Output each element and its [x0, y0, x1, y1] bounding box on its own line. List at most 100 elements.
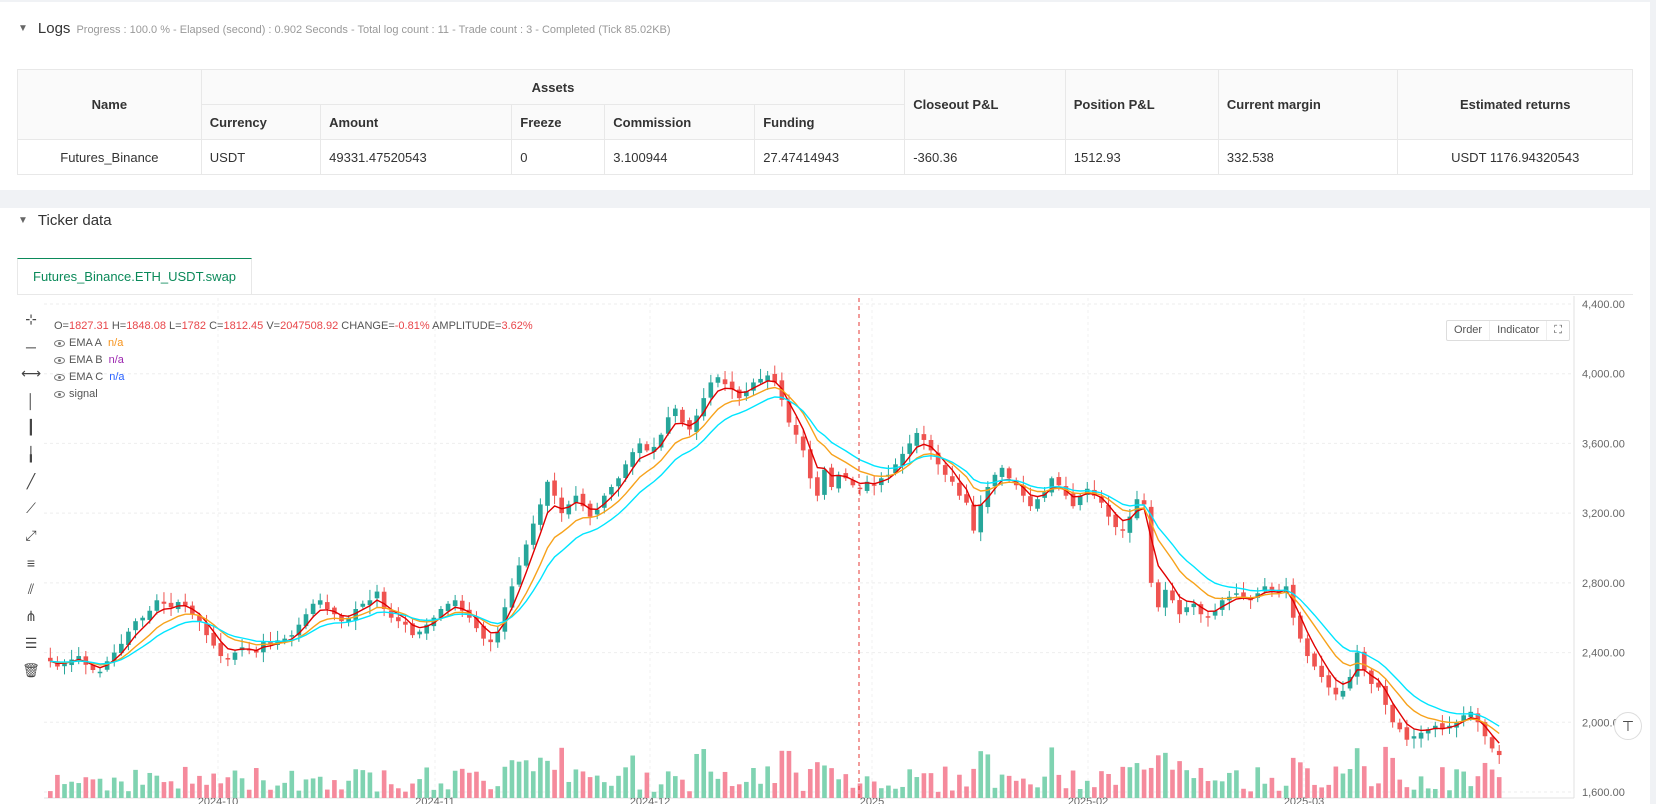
volume-bar: [1077, 789, 1083, 798]
fib-levels-icon[interactable]: ☰: [24, 635, 38, 651]
horizontal-ray-icon[interactable]: ⟷: [20, 365, 42, 381]
candle-body: [566, 504, 572, 515]
legend-ema-a[interactable]: EMA A n/a: [54, 337, 123, 349]
candle-body: [275, 640, 280, 646]
candle-body: [1496, 750, 1502, 756]
legend-signal[interactable]: signal: [54, 388, 98, 400]
candle-body: [1170, 590, 1175, 601]
scroll-top-button[interactable]: ⊤: [1614, 712, 1642, 740]
eye-icon[interactable]: [54, 339, 65, 347]
y-tick-label: 1,600.00: [1582, 787, 1625, 799]
candle-body: [1411, 736, 1417, 739]
candle-body: [530, 523, 536, 545]
tab-eth-usdt-swap[interactable]: Futures_Binance.ETH_USDT.swap: [17, 258, 253, 294]
parallel-channel-icon[interactable]: ⫽: [27, 581, 35, 597]
volume-bar: [985, 754, 991, 798]
col-commission: Commission: [604, 104, 756, 140]
candle-body: [452, 600, 458, 607]
volume-bar: [1432, 788, 1438, 798]
vertical-line-icon[interactable]: │: [26, 392, 36, 409]
fullscreen-icon[interactable]: ⛶: [1554, 324, 1562, 336]
volume-bar: [1028, 784, 1033, 798]
x-tick-label: 2025-03: [1284, 796, 1324, 804]
logs-header[interactable]: ▼ Logs Progress : 100.0 % - Elapsed (sec…: [18, 20, 671, 37]
candle-body: [502, 607, 508, 632]
candle-body: [324, 602, 330, 609]
candle-body: [1219, 600, 1225, 610]
candle-body: [403, 621, 408, 625]
horizontal-line-icon[interactable]: ─: [26, 338, 36, 355]
candle-body: [1369, 670, 1374, 684]
candlestick-chart[interactable]: 1,600.002,000.002,400.002,800.003,200.00…: [0, 208, 1650, 804]
volume-bar: [268, 789, 273, 798]
ray-line-icon[interactable]: ⤢: [25, 527, 37, 543]
candle-body: [1141, 500, 1147, 505]
eye-icon[interactable]: [54, 373, 65, 381]
vertical-ray-icon[interactable]: ╽: [26, 446, 36, 462]
legend-ema-c[interactable]: EMA C n/a: [54, 371, 125, 383]
extended-line-icon[interactable]: ⟋: [26, 500, 36, 516]
candle-body: [317, 600, 323, 605]
candle-body: [857, 487, 863, 490]
collapse-caret-icon[interactable]: ▼: [18, 23, 28, 34]
volume-bar: [190, 783, 195, 798]
volume-bar: [1163, 752, 1168, 798]
volume-bar: [651, 791, 657, 798]
legend-name: EMA A: [69, 337, 103, 349]
y-tick-label: 3,200.00: [1582, 508, 1625, 520]
candle-body: [950, 476, 955, 482]
change-value: -0.81%: [394, 320, 430, 332]
volume-bar: [1106, 773, 1111, 798]
volume-bar: [1241, 788, 1246, 798]
candle-body: [1376, 682, 1381, 688]
order-button[interactable]: Order: [1447, 321, 1491, 340]
candle-body: [360, 603, 366, 607]
volume-bar: [1404, 787, 1410, 798]
volume-bar: [744, 781, 749, 798]
candle-body: [1255, 593, 1261, 598]
assets-table: Name Assets Closeout P&L Position P&L Cu…: [17, 69, 1633, 175]
candle-body: [459, 600, 465, 611]
candle-body: [1262, 586, 1268, 592]
vertical-segment-icon[interactable]: ┃: [26, 419, 36, 435]
candle-body: [161, 601, 167, 604]
volume-bar: [317, 776, 323, 798]
collapse-caret-icon[interactable]: ▼: [18, 215, 28, 226]
volume-bar: [1113, 784, 1118, 798]
volume-bar: [1361, 766, 1367, 798]
candle-body: [1489, 737, 1495, 749]
volume-bar: [822, 765, 827, 798]
indicator-button[interactable]: Indicator: [1490, 321, 1548, 340]
candle-body: [1198, 604, 1204, 615]
volume-bar: [1049, 747, 1055, 798]
ticker-header[interactable]: ▼ Ticker data: [18, 212, 112, 229]
candle-body: [935, 452, 941, 465]
volume-bar: [701, 749, 707, 798]
candle-body: [1212, 610, 1218, 616]
legend-ema-b[interactable]: EMA B n/a: [54, 354, 124, 366]
price-label-icon[interactable]: ≡: [26, 554, 36, 571]
candle-body: [651, 446, 657, 452]
eye-icon[interactable]: [54, 356, 65, 364]
eye-icon[interactable]: [54, 390, 65, 398]
candle-body: [999, 467, 1005, 477]
cell-funding: 27.47414943: [754, 139, 906, 175]
volume-bar: [1340, 773, 1346, 798]
l-label: L=: [169, 320, 182, 332]
cell-freeze: 0: [511, 139, 606, 175]
volume-bar: [1141, 769, 1147, 798]
volume-bar: [1475, 776, 1481, 798]
trend-line-icon[interactable]: ╱: [26, 473, 36, 489]
candle-body: [594, 509, 600, 515]
candle-body: [1049, 478, 1055, 493]
candle-body: [694, 415, 699, 433]
volume-bar: [459, 768, 465, 798]
col-closeout: Closeout P&L: [904, 69, 1066, 140]
cursor-icon[interactable]: ⊹: [25, 311, 37, 327]
pitchfork-icon[interactable]: ⋔: [25, 608, 37, 624]
trash-icon[interactable]: 🗑: [22, 662, 40, 678]
candle-body: [942, 465, 948, 475]
volume-bar: [1347, 769, 1353, 798]
candle-body: [225, 658, 231, 660]
volume-bar: [48, 791, 53, 798]
